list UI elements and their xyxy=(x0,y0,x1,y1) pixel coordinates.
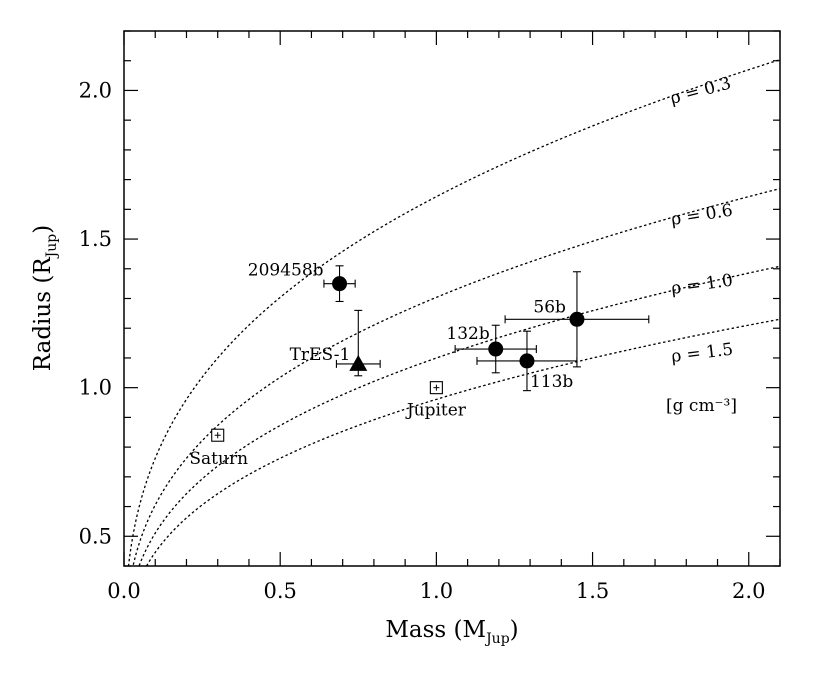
planet-labels: 209458b TrES-1 132b 113b 56b Jupiter Saturn xyxy=(189,261,573,470)
planet-label-132b: 132b xyxy=(446,324,489,344)
axis-ticks: 0.0 0.5 1.0 1.5 2.0 0.5 1.0 1.5 2.0 xyxy=(79,30,781,603)
planet-point-saturn xyxy=(211,428,225,442)
planet-label-209458b: 209458b xyxy=(248,261,324,281)
y-tick-label: 1.0 xyxy=(79,376,112,400)
planet-point-209458b xyxy=(332,276,348,292)
density-curve-label: ρ = 1.5 xyxy=(670,340,734,367)
planet-point-jupiter xyxy=(429,381,443,395)
x-tick-label: 0.5 xyxy=(263,579,296,603)
x-axis-title: Mass (MJup) xyxy=(385,617,518,647)
planet-label-56b: 56b xyxy=(533,297,566,317)
planet-label-saturn: Saturn xyxy=(189,449,248,469)
density-curve-1 xyxy=(138,265,780,566)
y-tick-label: 2.0 xyxy=(79,78,112,102)
planet-label-113b: 113b xyxy=(530,372,573,392)
y-axis-title: Radius (RJup) xyxy=(30,225,60,371)
density-curve-1-5 xyxy=(145,318,780,566)
planet-point-113b xyxy=(519,353,535,369)
density-curve-label: ρ = 1.0 xyxy=(670,271,734,299)
plot-frame xyxy=(123,30,781,567)
density-curve-label: ρ = 0.3 xyxy=(668,73,733,108)
planet-label-jupiter: Jupiter xyxy=(405,401,467,421)
density-curve-label: ρ = 0.6 xyxy=(670,200,734,229)
x-tick-label: 2.0 xyxy=(732,579,765,603)
planet-label-tres-1: TrES-1 xyxy=(290,345,351,365)
y-tick-label: 1.5 xyxy=(79,227,112,251)
planet-markers xyxy=(211,276,585,442)
y-tick-label: 0.5 xyxy=(79,524,112,548)
x-tick-label: 1.5 xyxy=(576,579,609,603)
density-curve-0-3 xyxy=(127,59,780,566)
x-tick-label: 1.0 xyxy=(420,579,453,603)
planet-point-tres-1 xyxy=(349,354,368,371)
density-units-label: [g cm⁻³] xyxy=(666,396,737,416)
density-curve-0-6 xyxy=(132,187,780,566)
planet-point-132b xyxy=(488,341,504,357)
density-curves: ρ = 0.3 ρ = 0.6 ρ = 1.0 ρ = 1.5 xyxy=(127,59,780,566)
planet-point-56b xyxy=(569,311,585,327)
x-tick-label: 0.0 xyxy=(107,579,140,603)
